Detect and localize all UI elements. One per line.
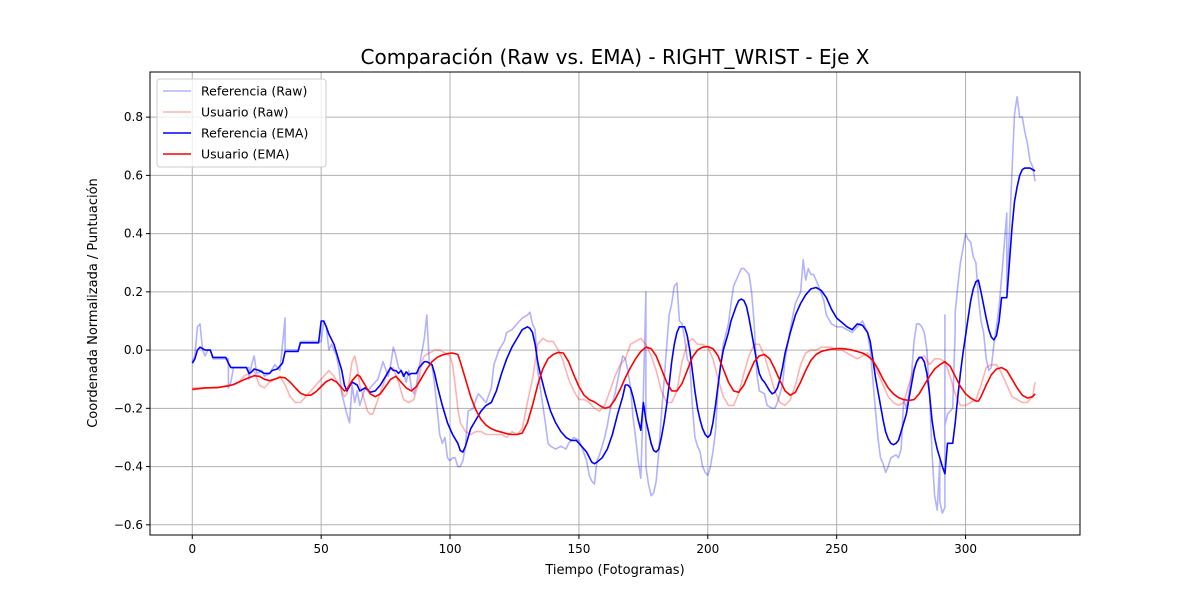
grid-lines xyxy=(150,72,1080,535)
y-axis-label: Coordenada Normalizada / Puntuación xyxy=(86,178,101,428)
x-tick-label: 250 xyxy=(825,542,848,556)
x-tick-label: 0 xyxy=(188,542,196,556)
series-line-1 xyxy=(192,337,1036,439)
series-line-0 xyxy=(191,96,1036,514)
x-tick-label: 50 xyxy=(314,542,329,556)
x-tick-label: 200 xyxy=(696,542,719,556)
y-tick-label: 0.0 xyxy=(124,343,143,357)
y-tick-label: 0.6 xyxy=(124,168,143,182)
y-tick-label: −0.2 xyxy=(114,401,143,415)
series-lines xyxy=(191,96,1036,514)
x-tick-label: 300 xyxy=(954,542,977,556)
axis-ticks: 0 50 100 150 200 250 300 −0.6 −0.4 −0.2 0.0 0.2 0.4 0… xyxy=(114,110,977,556)
chart-title: Comparación (Raw vs. EMA) - RIGHT_WRIST … xyxy=(361,45,870,69)
legend-box xyxy=(156,78,327,168)
x-tick-label: 150 xyxy=(567,542,590,556)
x-axis-label: Tiempo (Fotogramas) xyxy=(544,563,684,578)
y-tick-label: 0.2 xyxy=(124,285,143,299)
legend: Referencia (Raw) Usuario (Raw) Referencia … xyxy=(156,78,327,168)
legend-label-3: Usuario (EMA) xyxy=(201,147,289,162)
legend-label-0: Referencia (Raw) xyxy=(201,84,307,99)
series-line-3 xyxy=(192,345,1036,436)
y-tick-label: 0.8 xyxy=(124,110,143,124)
y-tick-label: −0.4 xyxy=(114,460,143,474)
legend-label-1: Usuario (Raw) xyxy=(201,105,289,120)
y-tick-label: 0.4 xyxy=(124,227,143,241)
legend-label-2: Referencia (EMA) xyxy=(201,126,308,141)
plot-frame xyxy=(149,71,1081,536)
series-line-2 xyxy=(191,167,1036,475)
x-tick-label: 100 xyxy=(439,542,462,556)
y-tick-label: −0.6 xyxy=(114,518,143,532)
